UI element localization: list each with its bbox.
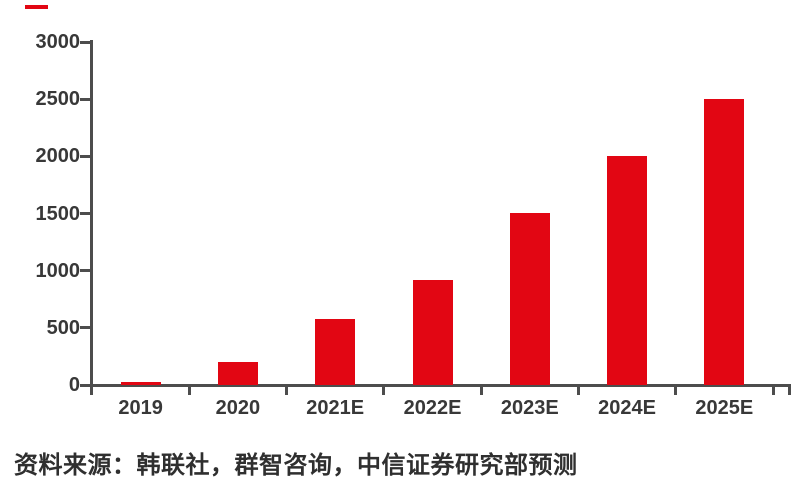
x-axis-tick bbox=[187, 384, 191, 395]
x-axis-label: 2024E bbox=[598, 397, 656, 419]
y-axis-tick-label: 1500 bbox=[35, 202, 81, 225]
y-axis-tick-label: 0 bbox=[68, 374, 80, 396]
y-axis-tick-label: 500 bbox=[46, 316, 80, 339]
source-note: 资料来源：韩联社，群智咨询，中信证券研究部预测 bbox=[14, 452, 578, 479]
x-axis-label: 2022E bbox=[403, 397, 462, 419]
x-axis-tick bbox=[674, 384, 678, 395]
bar-2020 bbox=[217, 362, 258, 385]
y-axis-tick bbox=[80, 326, 92, 330]
x-axis-tick bbox=[285, 384, 289, 395]
y-axis-tick-label: 2000 bbox=[35, 145, 81, 168]
x-axis-line bbox=[90, 384, 791, 387]
x-axis-tick bbox=[382, 384, 386, 395]
y-axis-tick bbox=[80, 97, 92, 101]
x-axis-tick bbox=[771, 384, 775, 395]
x-axis-label: 2020 bbox=[215, 397, 261, 419]
red-dash-mark bbox=[25, 5, 48, 9]
bar-2022e bbox=[412, 280, 453, 385]
bar-2021e bbox=[315, 319, 356, 385]
bar-2024e bbox=[607, 156, 648, 385]
y-axis-line bbox=[90, 40, 93, 395]
y-axis-tick bbox=[80, 154, 92, 158]
x-axis-label: 2025E bbox=[695, 397, 754, 419]
bar-2023e bbox=[509, 213, 550, 385]
y-axis-tick bbox=[80, 383, 92, 387]
y-axis-tick-label: 2500 bbox=[35, 88, 81, 111]
y-axis-tick bbox=[80, 212, 92, 215]
x-axis-label: 2019 bbox=[118, 397, 163, 419]
x-axis-label: 2023E bbox=[500, 397, 559, 419]
y-axis-tick bbox=[80, 40, 92, 44]
y-axis-tick bbox=[80, 269, 92, 273]
x-axis-tick bbox=[479, 384, 483, 395]
x-axis-tick bbox=[576, 384, 580, 395]
x-axis-end-tick bbox=[788, 384, 791, 395]
bar-2025e bbox=[704, 99, 745, 385]
x-axis-label: 2021E bbox=[306, 397, 365, 419]
bar-2019 bbox=[120, 382, 161, 385]
y-axis-tick-label: 3000 bbox=[35, 31, 81, 53]
y-axis-tick-label: 1000 bbox=[35, 259, 81, 282]
